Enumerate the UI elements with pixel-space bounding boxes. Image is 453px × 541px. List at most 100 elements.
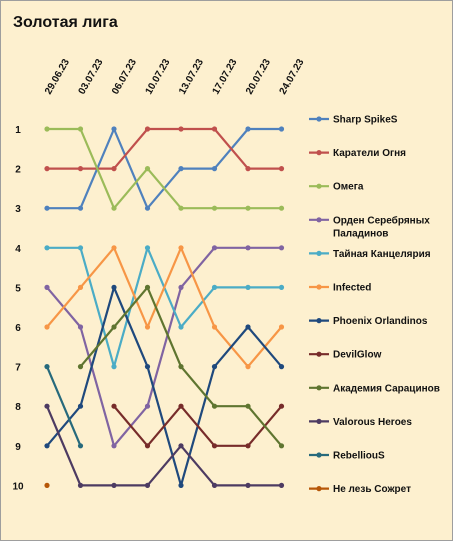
- data-point: [77, 205, 84, 211]
- legend-label: Орден Серебряных: [333, 214, 430, 226]
- data-point: [178, 245, 184, 251]
- data-point: [77, 443, 84, 449]
- data-point: [77, 482, 84, 488]
- data-point: [211, 482, 218, 488]
- data-point: [278, 245, 285, 251]
- series-points: [44, 126, 285, 488]
- data-point: [278, 443, 285, 449]
- legend-marker: [316, 250, 322, 256]
- data-point: [144, 245, 151, 251]
- series-line: [47, 127, 282, 210]
- data-point: [211, 166, 218, 172]
- data-point: [245, 324, 251, 330]
- x-tick-label: 17.07.23: [211, 57, 240, 97]
- data-point: [211, 284, 218, 290]
- x-tick-label: 20.07.23: [244, 57, 273, 97]
- legend-marker: [316, 318, 322, 324]
- legend-marker: [316, 183, 322, 189]
- y-tick-label: 10: [12, 481, 24, 492]
- data-point: [245, 284, 251, 290]
- data-point: [144, 443, 151, 449]
- y-tick-label: 6: [15, 323, 21, 334]
- data-point: [211, 403, 218, 409]
- x-tick-label: 29.06.23: [43, 57, 72, 97]
- data-point: [44, 364, 50, 370]
- data-point: [245, 126, 251, 132]
- y-tick-label: 7: [15, 363, 21, 374]
- data-point: [144, 364, 151, 370]
- data-point: [211, 324, 218, 330]
- data-point: [178, 482, 184, 488]
- data-point: [111, 482, 117, 488]
- series-line: [47, 127, 282, 170]
- series-line: [46, 246, 282, 447]
- data-point: [77, 245, 84, 251]
- series-line: [45, 405, 282, 487]
- data-point: [178, 126, 184, 132]
- legend-label: Не лезь Сожрет: [333, 484, 411, 495]
- data-point: [77, 403, 84, 409]
- legend-marker: [316, 486, 322, 492]
- data-point: [77, 364, 84, 370]
- data-point: [245, 166, 251, 172]
- legend-marker: [316, 452, 322, 458]
- y-tick-label: 4: [15, 244, 21, 255]
- data-point: [111, 284, 117, 290]
- x-axis-ticks: 29.06.23 03.07.23 06.07.23 10.07.23 13.07.23…: [43, 57, 307, 97]
- y-tick-label: 2: [15, 165, 21, 176]
- data-point: [278, 403, 285, 409]
- legend-label: Phoenix Orlandinos: [333, 316, 428, 327]
- data-point: [245, 245, 251, 251]
- data-point: [245, 443, 251, 449]
- data-point: [44, 245, 50, 251]
- series-line: [113, 405, 283, 447]
- y-tick-label: 9: [15, 442, 21, 453]
- data-point: [44, 443, 50, 449]
- data-point: [144, 205, 151, 211]
- data-point: [144, 482, 151, 488]
- data-point: [278, 482, 285, 488]
- data-point: [111, 324, 117, 330]
- legend-marker: [316, 284, 322, 290]
- data-point: [111, 403, 117, 409]
- data-point: [77, 166, 84, 172]
- y-tick-label: 1: [15, 125, 21, 136]
- legend-marker: [316, 116, 322, 122]
- data-point: [211, 364, 218, 370]
- legend-label: Valorous Heroes: [333, 417, 412, 428]
- data-point: [144, 166, 151, 172]
- data-point: [44, 284, 50, 290]
- series-line: [45, 366, 82, 447]
- data-point: [44, 205, 50, 211]
- data-point: [178, 284, 184, 290]
- y-axis-ticks: 1 2 3 4 5 6 7 8 9 10: [12, 125, 24, 492]
- data-point: [245, 403, 251, 409]
- data-point: [111, 443, 117, 449]
- data-point: [278, 205, 285, 211]
- legend-marker: [316, 150, 322, 156]
- legend-marker: [316, 418, 322, 424]
- y-tick-label: 5: [15, 283, 21, 294]
- data-point: [144, 403, 151, 409]
- legend-label: RebelliouS: [333, 451, 385, 462]
- data-point: [178, 403, 184, 409]
- data-point: [111, 126, 117, 132]
- legend-label: Тайная Канцелярия: [333, 249, 431, 260]
- legend-marker: [316, 351, 322, 357]
- legend: Sharp SpikeS Каратели Огня Омега Орден Сере…: [309, 115, 440, 495]
- legend-label: Sharp SpikeS: [333, 115, 398, 126]
- data-point: [178, 166, 184, 172]
- data-point: [278, 324, 285, 330]
- x-tick-label: 24.07.23: [278, 57, 307, 97]
- data-point: [178, 324, 184, 330]
- data-point: [144, 324, 151, 330]
- data-point: [211, 126, 218, 132]
- data-point: [178, 443, 184, 449]
- data-point: [278, 126, 285, 132]
- data-point: [211, 205, 218, 211]
- data-point: [77, 126, 84, 132]
- data-point: [44, 324, 50, 330]
- series-line: [46, 246, 283, 368]
- series-lines: [45, 127, 283, 487]
